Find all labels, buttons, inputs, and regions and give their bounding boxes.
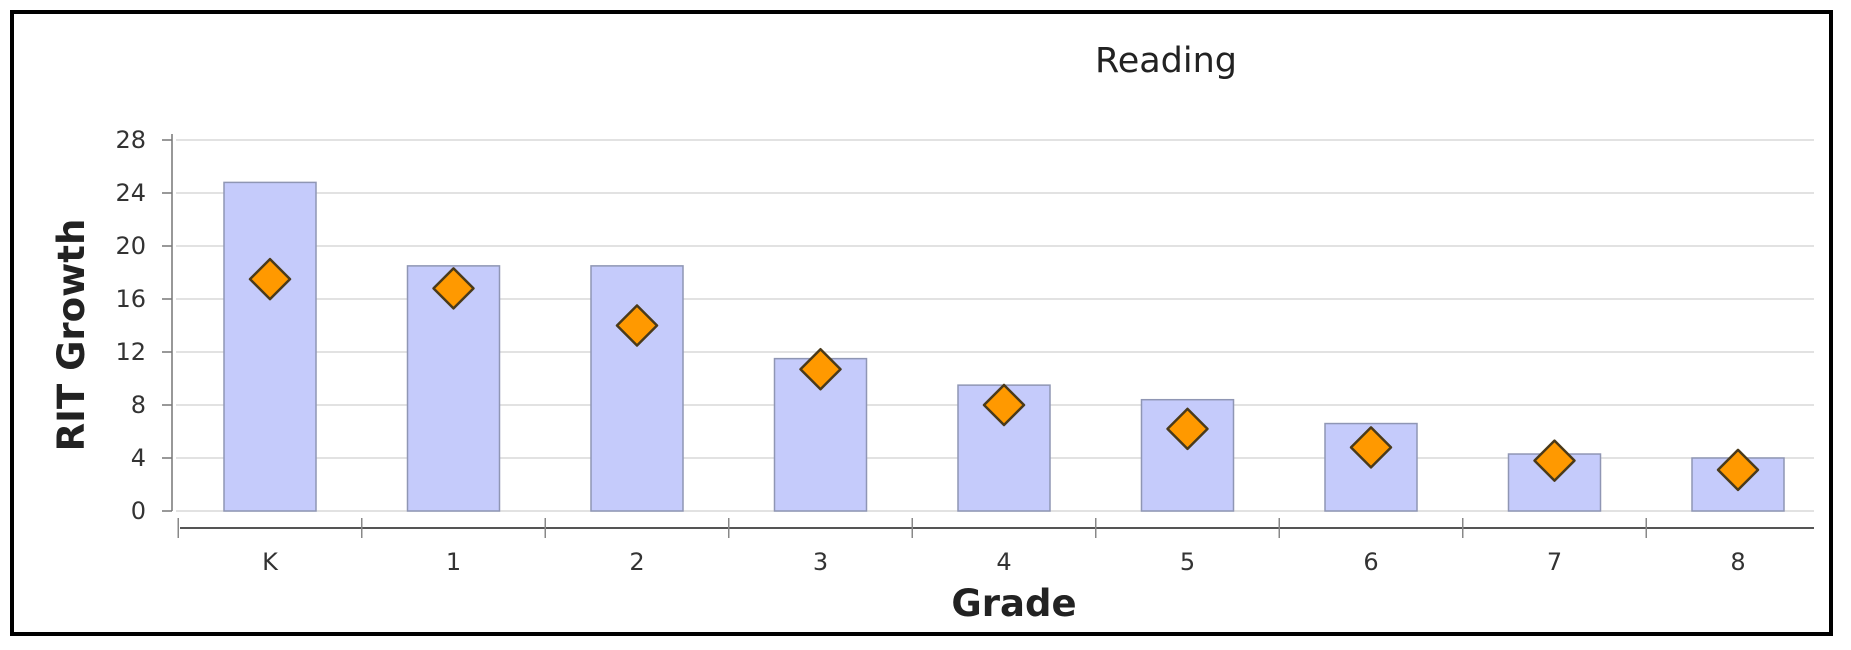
diamond-marker <box>1349 426 1393 469</box>
y-tick-label: 24 <box>115 179 146 207</box>
y-axis-label: RIT Growth <box>50 219 93 452</box>
y-tick-label: 20 <box>115 232 146 260</box>
x-axis: K 1 2 3 4 5 6 7 8 <box>177 518 1814 576</box>
x-tick-label: 7 <box>1547 548 1562 576</box>
x-tick-label: 5 <box>1180 548 1195 576</box>
bar <box>590 265 684 512</box>
diamond-marker <box>982 383 1026 427</box>
y-tick-label: 8 <box>131 391 146 419</box>
bar <box>223 181 317 512</box>
diamond-marker <box>1166 407 1209 451</box>
diamond-marker <box>799 347 842 391</box>
x-tick-label: K <box>262 548 279 576</box>
diamond-marker <box>432 267 475 310</box>
x-tick-label: 3 <box>813 548 828 576</box>
diamond-marker <box>1716 448 1760 492</box>
y-axis: 0 4 8 12 16 20 24 28 <box>115 126 173 525</box>
diamond-marker <box>1533 439 1576 482</box>
y-tick-label: 16 <box>115 285 146 313</box>
x-tick-label: 2 <box>629 548 644 576</box>
x-axis-label: Grade <box>951 582 1076 625</box>
y-tick-label: 28 <box>115 126 146 154</box>
bar-series <box>223 181 1785 512</box>
x-tick-label: 1 <box>446 548 461 576</box>
y-tick-label: 4 <box>131 444 146 472</box>
y-tick-label: 12 <box>115 338 146 366</box>
x-tick-label: 6 <box>1363 548 1378 576</box>
marker-series <box>248 257 1760 492</box>
x-tick-label: 4 <box>996 548 1011 576</box>
chart-title: Reading <box>1095 41 1237 81</box>
x-tick-label: 8 <box>1730 548 1745 576</box>
y-tick-label: 0 <box>131 497 146 525</box>
diamond-marker <box>615 304 659 347</box>
diamond-marker <box>248 257 292 301</box>
